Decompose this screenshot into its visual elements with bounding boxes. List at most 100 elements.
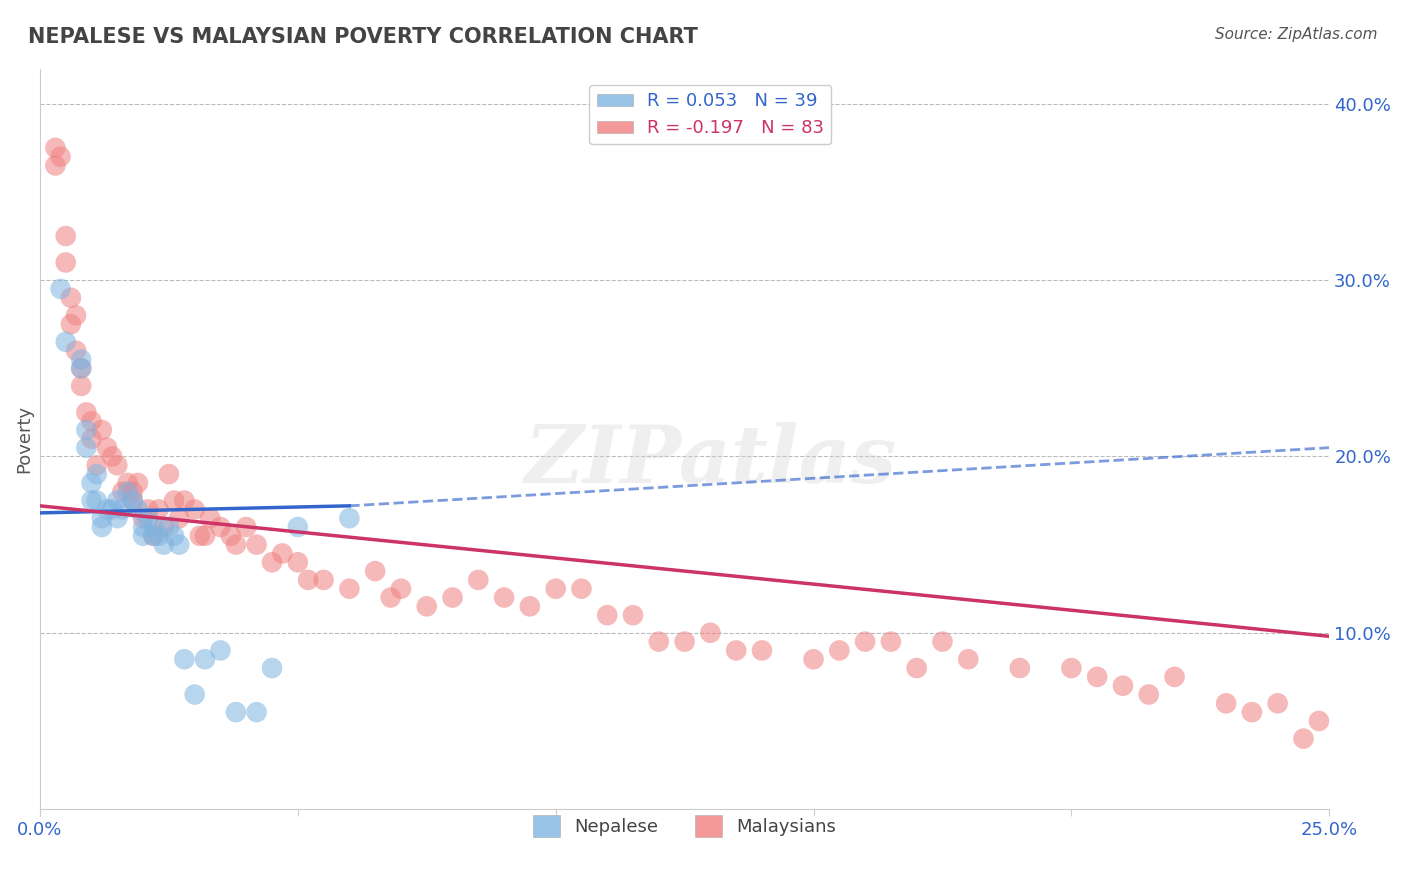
Point bbox=[194, 529, 217, 543]
Point bbox=[337, 582, 360, 596]
Point bbox=[167, 511, 190, 525]
Point bbox=[183, 688, 205, 702]
Point bbox=[673, 634, 696, 648]
Point bbox=[173, 652, 195, 666]
Point bbox=[260, 555, 283, 569]
Point bbox=[905, 661, 928, 675]
Point bbox=[80, 414, 103, 428]
Point bbox=[65, 343, 87, 358]
Point bbox=[225, 705, 247, 719]
Point bbox=[173, 493, 195, 508]
Point bbox=[96, 441, 118, 455]
Point bbox=[96, 502, 118, 516]
Point bbox=[90, 520, 112, 534]
Text: NEPALESE VS MALAYSIAN POVERTY CORRELATION CHART: NEPALESE VS MALAYSIAN POVERTY CORRELATIO… bbox=[28, 27, 697, 46]
Point bbox=[828, 643, 851, 657]
Point bbox=[117, 475, 139, 490]
Point bbox=[136, 511, 159, 525]
Point bbox=[55, 229, 77, 244]
Point bbox=[132, 511, 155, 525]
Y-axis label: Poverty: Poverty bbox=[15, 405, 32, 473]
Point bbox=[312, 573, 335, 587]
Point bbox=[1292, 731, 1315, 746]
Point bbox=[337, 511, 360, 525]
Point bbox=[751, 643, 773, 657]
Point bbox=[209, 520, 232, 534]
Point bbox=[225, 538, 247, 552]
Point bbox=[70, 352, 93, 367]
Point bbox=[157, 467, 180, 481]
Point bbox=[364, 564, 387, 578]
Text: Source: ZipAtlas.com: Source: ZipAtlas.com bbox=[1215, 27, 1378, 42]
Point bbox=[571, 582, 593, 596]
Point bbox=[163, 493, 186, 508]
Point bbox=[235, 520, 257, 534]
Point bbox=[49, 282, 72, 296]
Point bbox=[167, 538, 190, 552]
Point bbox=[101, 450, 124, 464]
Point bbox=[127, 502, 149, 516]
Point bbox=[621, 608, 644, 623]
Point bbox=[245, 705, 267, 719]
Point bbox=[596, 608, 619, 623]
Point bbox=[105, 493, 128, 508]
Point bbox=[86, 467, 108, 481]
Point bbox=[1240, 705, 1263, 719]
Point bbox=[70, 361, 93, 376]
Point bbox=[880, 634, 903, 648]
Point bbox=[1112, 679, 1135, 693]
Point bbox=[287, 555, 309, 569]
Point bbox=[86, 493, 108, 508]
Point bbox=[44, 159, 66, 173]
Point bbox=[80, 475, 103, 490]
Text: ZIPatlas: ZIPatlas bbox=[524, 422, 897, 500]
Point bbox=[198, 511, 221, 525]
Point bbox=[136, 502, 159, 516]
Point bbox=[75, 423, 97, 437]
Point bbox=[494, 591, 516, 605]
Point bbox=[121, 493, 143, 508]
Point bbox=[297, 573, 319, 587]
Point bbox=[648, 634, 671, 648]
Point bbox=[55, 334, 77, 349]
Point bbox=[1085, 670, 1108, 684]
Point bbox=[803, 652, 825, 666]
Point bbox=[75, 405, 97, 419]
Point bbox=[65, 309, 87, 323]
Point bbox=[152, 520, 174, 534]
Point bbox=[105, 458, 128, 473]
Point bbox=[380, 591, 402, 605]
Point bbox=[111, 484, 134, 499]
Point bbox=[441, 591, 464, 605]
Point bbox=[49, 150, 72, 164]
Point bbox=[121, 493, 143, 508]
Point bbox=[1215, 696, 1237, 710]
Point bbox=[80, 493, 103, 508]
Point bbox=[105, 511, 128, 525]
Point bbox=[416, 599, 439, 614]
Point bbox=[142, 529, 165, 543]
Point bbox=[699, 625, 721, 640]
Point bbox=[132, 529, 155, 543]
Point bbox=[59, 291, 82, 305]
Point bbox=[127, 475, 149, 490]
Point bbox=[101, 502, 124, 516]
Point bbox=[544, 582, 567, 596]
Point bbox=[853, 634, 876, 648]
Point bbox=[219, 529, 242, 543]
Point bbox=[59, 317, 82, 331]
Point bbox=[132, 520, 155, 534]
Point bbox=[209, 643, 232, 657]
Point bbox=[55, 255, 77, 269]
Point bbox=[157, 520, 180, 534]
Point bbox=[1308, 714, 1330, 728]
Point bbox=[183, 502, 205, 516]
Point bbox=[287, 520, 309, 534]
Point bbox=[931, 634, 953, 648]
Point bbox=[245, 538, 267, 552]
Point bbox=[111, 502, 134, 516]
Point bbox=[70, 361, 93, 376]
Point bbox=[1137, 688, 1160, 702]
Point bbox=[75, 441, 97, 455]
Point bbox=[194, 652, 217, 666]
